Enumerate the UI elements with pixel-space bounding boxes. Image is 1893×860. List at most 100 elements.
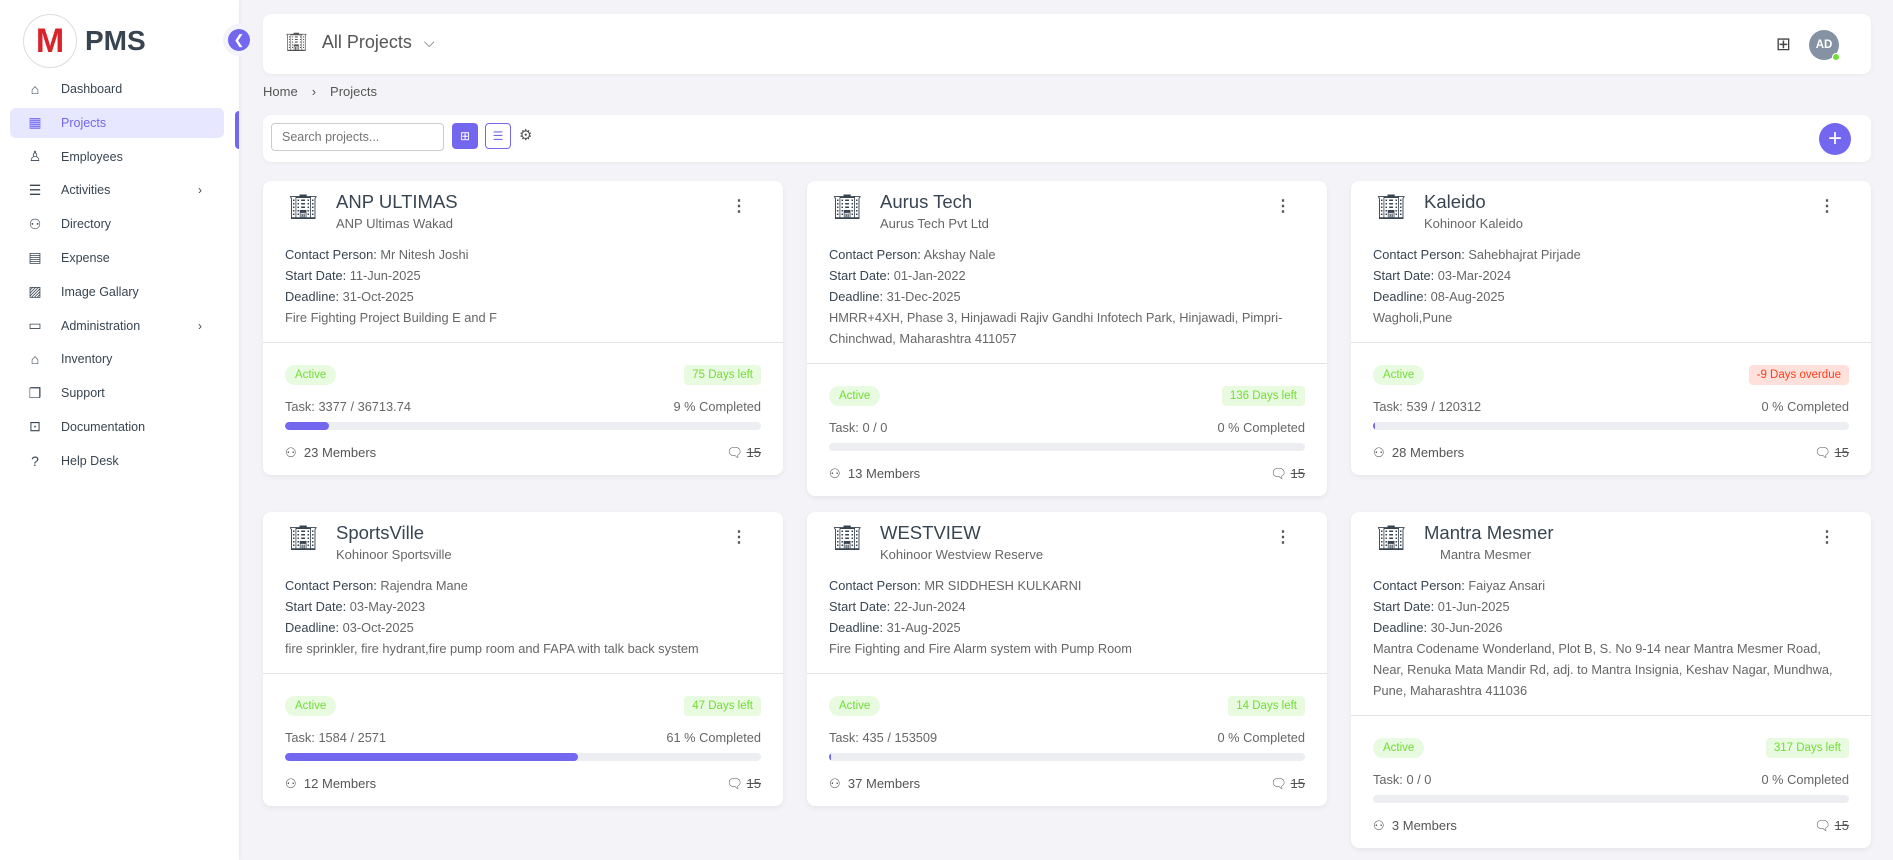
apps-grid-icon[interactable]: ⊞ (1775, 34, 1791, 54)
status-badge: Active (285, 365, 337, 385)
logo-mark: M (23, 14, 77, 68)
users-icon: ⚇ (829, 776, 841, 791)
members-count[interactable]: ⚇ 12 Members (285, 776, 376, 792)
sidebar-item-documentation[interactable]: ⊡ Documentation (10, 412, 224, 442)
start-date-label: Start Date: (285, 268, 347, 283)
progress-fill (285, 422, 329, 430)
comments[interactable]: 🗨︎ 15 (726, 776, 761, 792)
members-count[interactable]: ⚇ 13 Members (829, 466, 920, 482)
project-address: Wagholi,Pune (1373, 310, 1453, 325)
sidebar-item-dashboard[interactable]: ⌂ Dashboard (10, 74, 224, 104)
task-label: Task: (285, 399, 315, 414)
comments[interactable]: 🗨︎ 15 (1270, 776, 1305, 792)
more-options-icon[interactable]: ⋮ (1275, 529, 1291, 546)
members-number: 12 (303, 776, 319, 791)
deadline-label: Deadline: (829, 289, 884, 304)
more-options-icon[interactable]: ⋮ (1819, 529, 1835, 546)
add-project-button[interactable]: + (1819, 123, 1851, 155)
project-title[interactable]: Kaleido (1424, 191, 1486, 212)
project-card[interactable]: 🏢︎ SportsVille Kohinoor Sportsville ⋮ Co… (263, 512, 783, 806)
contact-row: Contact Person: Sahebhajrat Pirjade (1373, 244, 1849, 265)
sidebar-item-label: Support (61, 386, 105, 401)
chevron-down-icon: ⌵ (423, 34, 435, 50)
progress-bar (285, 422, 761, 430)
project-card[interactable]: 🏢︎ Aurus Tech Aurus Tech Pvt Ltd ⋮ Conta… (807, 181, 1327, 496)
collapse-sidebar-button[interactable]: ❮ (228, 29, 250, 51)
completion-percent: 0 % Completed (1217, 420, 1306, 435)
members-number: 3 (1391, 818, 1400, 833)
comments[interactable]: 🗨︎ 15 (1814, 445, 1849, 461)
comments[interactable]: 🗨︎ 15 (1270, 466, 1305, 482)
more-options-icon[interactable]: ⋮ (1819, 198, 1835, 215)
task-label: Task: (829, 730, 859, 745)
sidebar-item-employees[interactable]: ♙ Employees (10, 142, 224, 172)
project-card-header: 🏢︎ Aurus Tech Aurus Tech Pvt Ltd ⋮ Conta… (807, 181, 1327, 364)
comment-icon: 🗨︎ (726, 776, 743, 791)
contact-label: Contact Person: (829, 247, 921, 262)
sidebar-item-support[interactable]: ❐ Support (10, 378, 224, 408)
project-title[interactable]: WESTVIEW (880, 522, 981, 543)
project-title[interactable]: Mantra Mesmer (1424, 522, 1554, 543)
more-options-icon[interactable]: ⋮ (731, 198, 747, 215)
project-title[interactable]: SportsVille (336, 522, 425, 543)
comments[interactable]: 🗨︎ 15 (726, 445, 761, 461)
filter-sliders-icon[interactable]: ⚙︎ (519, 127, 533, 144)
completion-percent: 0 % Completed (1761, 772, 1850, 787)
comments[interactable]: 🗨︎ 15 (1814, 818, 1849, 834)
logo[interactable]: M PMS (23, 14, 146, 68)
days-left-badge: -9 Days overdue (1748, 365, 1849, 385)
sidebar-item-image-gallary[interactable]: ▨ Image Gallary (10, 277, 224, 307)
project-subtitle: ANP Ultimas Wakad (336, 216, 454, 231)
sidebar-item-inventory[interactable]: ⌂ Inventory (10, 344, 224, 374)
list-view-button[interactable]: ☰ (485, 123, 511, 149)
project-card-footer: Active -9 Days overdue Task: 539 / 12031… (1351, 343, 1871, 475)
sidebar-item-directory[interactable]: ⚇ Directory (10, 209, 224, 239)
project-address: Fire Fighting and Fire Alarm system with… (829, 641, 1132, 656)
task-label: Task: (1373, 772, 1403, 787)
sidebar-item-label: Inventory (61, 352, 113, 367)
status-badge: Active (1373, 738, 1425, 758)
completion-percent: 0 % Completed (1761, 399, 1850, 414)
project-title[interactable]: ANP ULTIMAS (336, 191, 458, 212)
project-card[interactable]: 🏢︎ WESTVIEW Kohinoor Westview Reserve ⋮ … (807, 512, 1327, 806)
archive-icon: ▭ (28, 317, 42, 334)
sidebar-item-projects[interactable]: ▦ Projects (10, 107, 224, 138)
search-input[interactable] (271, 123, 444, 151)
sidebar-item-administration[interactable]: ▭ Administration › (10, 311, 224, 341)
comments-count: 15 (1834, 445, 1849, 460)
project-card[interactable]: 🏢︎ Mantra Mesmer Mantra Mesmer ⋮ Contact… (1351, 512, 1871, 848)
project-selector[interactable]: 🏢︎ All Projects ⌵ (285, 32, 435, 53)
project-title[interactable]: Aurus Tech (880, 191, 973, 212)
members-count[interactable]: ⚇ 3 Members (1373, 818, 1457, 834)
avatar[interactable]: AD (1809, 30, 1840, 61)
project-card[interactable]: 🏢︎ Kaleido Kohinoor Kaleido ⋮ Contact Pe… (1351, 181, 1871, 475)
members-count[interactable]: ⚇ 23 Members (285, 445, 376, 461)
start-date-row: Start Date: 22-Jun-2024 (829, 596, 1305, 617)
sidebar-item-label: Expense (61, 250, 110, 265)
grid-view-button[interactable]: ⊞ (452, 123, 478, 149)
chevron-left-icon: ❮ (233, 32, 245, 47)
grid-icon: ⊞ (459, 129, 471, 143)
members-number: 37 (847, 776, 863, 791)
project-card[interactable]: 🏢︎ ANP ULTIMAS ANP Ultimas Wakad ⋮ Conta… (263, 181, 783, 475)
chevron-right-icon: › (198, 318, 202, 333)
task-value: 539 / 120312 (1406, 399, 1482, 414)
breadcrumb: Home › Projects (263, 84, 377, 99)
project-address: HMRR+4XH, Phase 3, Hinjawadi Rajiv Gandh… (829, 310, 1283, 346)
sidebar-item-activities[interactable]: ☰ Activities › (10, 175, 224, 205)
sidebar-item-label: Dashboard (61, 82, 123, 96)
more-options-icon[interactable]: ⋮ (1275, 198, 1291, 215)
members-count[interactable]: ⚇ 28 Members (1373, 445, 1464, 461)
start-date-row: Start Date: 11-Jun-2025 (285, 265, 761, 286)
start-date-value: 03-Mar-2024 (1437, 268, 1511, 283)
more-options-icon[interactable]: ⋮ (731, 529, 747, 546)
sidebar-item-expense[interactable]: ▤ Expense (10, 243, 224, 273)
task-count: Task: 0 / 0 (1373, 772, 1431, 787)
project-info: Contact Person: MR SIDDHESH KULKARNI Sta… (829, 575, 1305, 659)
members-count[interactable]: ⚇ 37 Members (829, 776, 920, 792)
breadcrumb-home[interactable]: Home (263, 84, 298, 99)
sidebar-item-label: Administration (61, 318, 141, 333)
sidebar-item-help-desk[interactable]: ? Help Desk (10, 446, 224, 476)
task-value: 0 / 0 (1406, 772, 1432, 787)
days-left-badge: 47 Days left (684, 696, 761, 716)
